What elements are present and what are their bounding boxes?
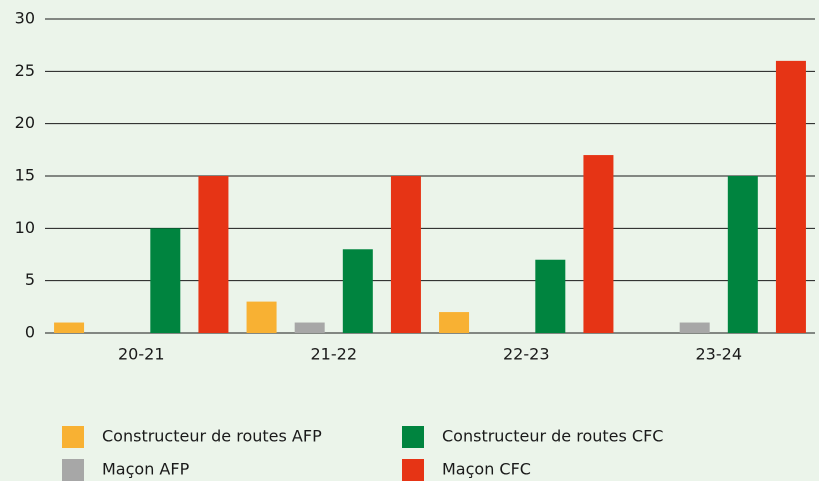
bar [54,322,85,333]
x-tick-label: 22-23 [503,345,550,364]
bar [439,312,470,333]
bar [775,60,806,333]
bar [150,228,181,333]
legend-swatch [402,426,424,448]
legend-label: Constructeur de routes AFP [102,427,322,446]
bar [198,176,229,333]
bar [727,176,758,333]
y-tick-label: 10 [15,218,35,237]
y-tick-label: 30 [15,9,35,28]
bar [679,322,710,333]
bar [342,249,373,333]
y-tick-label: 20 [15,113,35,132]
legend-swatch [62,426,84,448]
y-tick-label: 15 [15,166,35,185]
x-tick-label: 21-22 [311,345,358,364]
y-tick-label: 0 [25,323,35,342]
legend-swatch [62,459,84,481]
legend-label: Maçon AFP [102,460,190,479]
y-tick-label: 5 [25,270,35,289]
bar [583,155,614,333]
legend-label: Maçon CFC [442,460,531,479]
bar [390,176,421,333]
y-tick-label: 25 [15,61,35,80]
legend-label: Constructeur de routes CFC [442,427,663,446]
bar [246,301,277,333]
x-tick-label: 23-24 [696,345,743,364]
bar [535,259,566,333]
bar [294,322,325,333]
x-tick-label: 20-21 [118,345,165,364]
legend-swatch [402,459,424,481]
